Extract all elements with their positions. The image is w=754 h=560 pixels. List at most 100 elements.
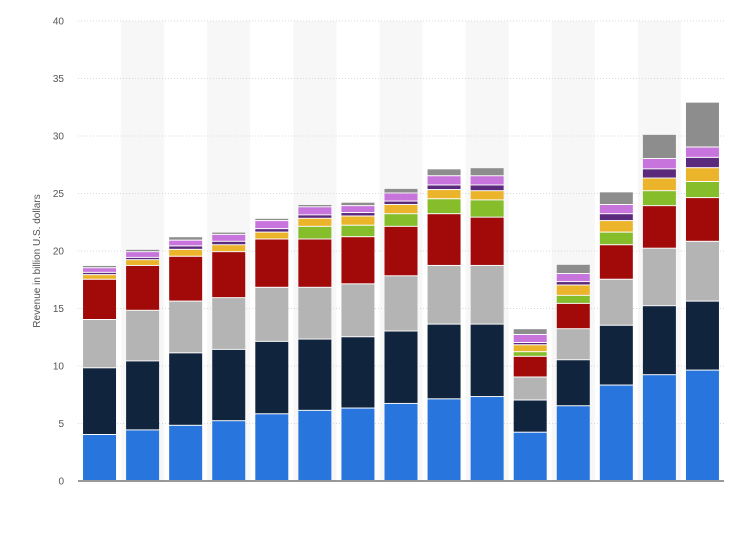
bar-segment[interactable] (212, 421, 246, 480)
bar-segment[interactable] (513, 432, 547, 480)
bar-segment[interactable] (384, 403, 418, 480)
bar-segment[interactable] (384, 193, 418, 201)
bar-segment[interactable] (556, 282, 590, 285)
bar-segment[interactable] (556, 303, 590, 329)
bar-segment[interactable] (298, 226, 332, 239)
bar-segment[interactable] (513, 356, 547, 377)
bar-segment[interactable] (169, 246, 203, 249)
bar-segment[interactable] (556, 329, 590, 360)
bar-segment[interactable] (685, 147, 719, 157)
bar-segment[interactable] (599, 279, 633, 325)
bar-segment[interactable] (169, 237, 203, 240)
bar-segment[interactable] (427, 185, 461, 190)
bar-segment[interactable] (212, 232, 246, 234)
bar-segment[interactable] (212, 245, 246, 252)
bar-segment[interactable] (83, 268, 117, 272)
bar-segment[interactable] (212, 241, 246, 245)
bar-segment[interactable] (642, 134, 676, 158)
bar-segment[interactable] (513, 377, 547, 400)
bar-segment[interactable] (212, 234, 246, 241)
bar-segment[interactable] (427, 399, 461, 480)
bar-segment[interactable] (642, 191, 676, 206)
bar-segment[interactable] (470, 185, 504, 191)
bar-segment[interactable] (126, 252, 160, 257)
bar-segment[interactable] (599, 232, 633, 245)
bar-segment[interactable] (384, 214, 418, 226)
bar-segment[interactable] (83, 368, 117, 434)
bar-segment[interactable] (470, 217, 504, 265)
bar-segment[interactable] (212, 349, 246, 421)
bar-segment[interactable] (470, 200, 504, 217)
bar-segment[interactable] (126, 249, 160, 252)
bar-segment[interactable] (83, 279, 117, 319)
bar-segment[interactable] (298, 339, 332, 410)
bar-segment[interactable] (599, 221, 633, 232)
bar-segment[interactable] (685, 370, 719, 480)
bar-segment[interactable] (169, 301, 203, 353)
bar-segment[interactable] (470, 265, 504, 324)
bar-segment[interactable] (384, 276, 418, 331)
bar-segment[interactable] (298, 218, 332, 226)
bar-segment[interactable] (599, 245, 633, 279)
bar-segment[interactable] (470, 168, 504, 176)
bar-segment[interactable] (513, 352, 547, 356)
bar-segment[interactable] (470, 324, 504, 397)
bar-segment[interactable] (341, 202, 375, 206)
bar-segment[interactable] (685, 168, 719, 181)
bar-segment[interactable] (427, 199, 461, 214)
bar-segment[interactable] (341, 408, 375, 480)
bar-segment[interactable] (255, 218, 289, 221)
bar-segment[interactable] (255, 414, 289, 480)
bar-segment[interactable] (642, 206, 676, 248)
bar-segment[interactable] (685, 301, 719, 370)
bar-segment[interactable] (298, 207, 332, 215)
bar-segment[interactable] (298, 287, 332, 339)
bar-segment[interactable] (685, 241, 719, 301)
bar-segment[interactable] (599, 214, 633, 221)
bar-segment[interactable] (427, 190, 461, 199)
bar-segment[interactable] (126, 265, 160, 310)
bar-segment[interactable] (83, 275, 117, 279)
bar-segment[interactable] (83, 272, 117, 275)
bar-segment[interactable] (255, 287, 289, 341)
bar-segment[interactable] (470, 191, 504, 200)
bar-segment[interactable] (513, 329, 547, 334)
bar-segment[interactable] (169, 256, 203, 301)
bar-segment[interactable] (169, 249, 203, 256)
bar-segment[interactable] (685, 157, 719, 168)
bar-segment[interactable] (556, 360, 590, 406)
bar-segment[interactable] (642, 375, 676, 480)
bar-segment[interactable] (126, 257, 160, 260)
bar-segment[interactable] (599, 385, 633, 480)
bar-segment[interactable] (642, 306, 676, 375)
bar-segment[interactable] (427, 169, 461, 176)
bar-segment[interactable] (126, 260, 160, 265)
bar-segment[interactable] (341, 216, 375, 225)
bar-segment[interactable] (169, 240, 203, 246)
bar-segment[interactable] (126, 361, 160, 430)
bar-segment[interactable] (513, 345, 547, 352)
bar-segment[interactable] (384, 201, 418, 204)
bar-segment[interactable] (427, 176, 461, 185)
bar-segment[interactable] (169, 353, 203, 425)
bar-segment[interactable] (427, 324, 461, 399)
bar-segment[interactable] (685, 198, 719, 241)
bar-segment[interactable] (255, 229, 289, 232)
bar-segment[interactable] (298, 205, 332, 207)
bar-segment[interactable] (556, 285, 590, 295)
bar-segment[interactable] (685, 182, 719, 198)
bar-segment[interactable] (212, 298, 246, 349)
bar-segment[interactable] (384, 331, 418, 403)
bar-segment[interactable] (83, 320, 117, 368)
bar-segment[interactable] (126, 430, 160, 480)
bar-segment[interactable] (255, 239, 289, 287)
bar-segment[interactable] (255, 221, 289, 229)
bar-segment[interactable] (556, 274, 590, 282)
bar-segment[interactable] (599, 192, 633, 204)
bar-segment[interactable] (126, 310, 160, 361)
bar-segment[interactable] (642, 169, 676, 178)
bar-segment[interactable] (470, 397, 504, 480)
bar-segment[interactable] (83, 435, 117, 480)
bar-segment[interactable] (513, 400, 547, 432)
bar-segment[interactable] (599, 325, 633, 385)
